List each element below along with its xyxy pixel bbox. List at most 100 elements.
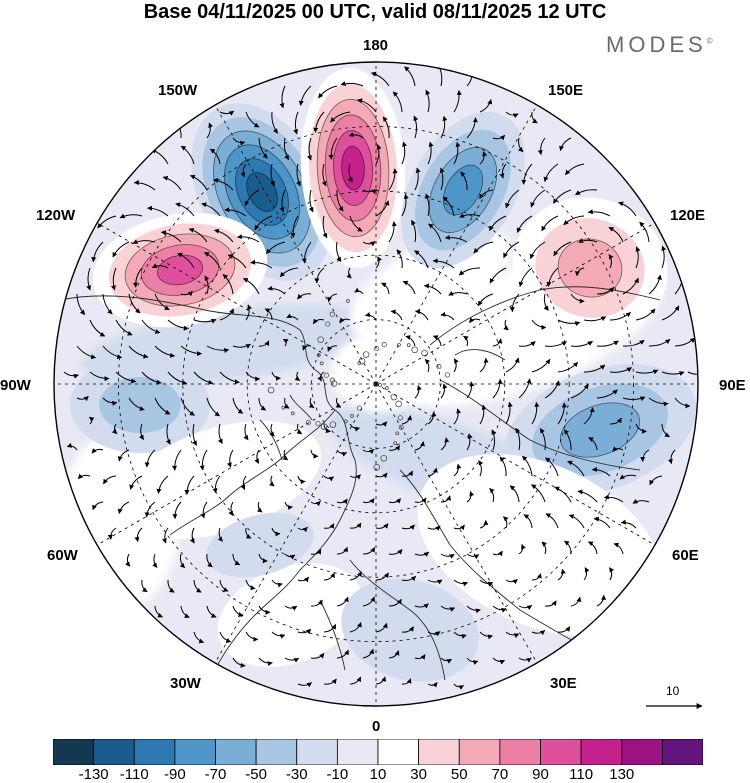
wind-arrow [568, 514, 585, 529]
wind-arrow [414, 167, 421, 191]
wind-arrow [132, 239, 156, 244]
wind-arrow [296, 163, 301, 187]
wind-arrow [144, 501, 156, 518]
wind-arrow [401, 678, 412, 685]
island [330, 380, 338, 387]
colorbar-swatch [53, 739, 95, 765]
wind-arrow [134, 527, 143, 542]
brand-text: MODES [606, 32, 707, 57]
island [380, 454, 388, 462]
wind-arrow [545, 513, 559, 529]
wind-arrow [154, 397, 171, 415]
wind-arrow [411, 219, 417, 243]
island [384, 386, 389, 390]
wind-arrow [167, 319, 189, 331]
wind-arrow [362, 189, 378, 195]
wind-arrow [516, 215, 533, 233]
wind-arrow [479, 189, 494, 200]
colorbar-tick-label: 90 [532, 766, 549, 783]
colorbar-swatch [133, 739, 176, 765]
wind-arrow [107, 527, 117, 540]
colorbar-tick-label: -90 [164, 766, 186, 783]
island [320, 423, 328, 430]
wind-arrow [279, 189, 286, 213]
island [329, 421, 337, 428]
wind-arrow [622, 339, 645, 347]
wind-arrow [362, 448, 375, 455]
coastline [214, 569, 301, 671]
wind-arrow [415, 309, 429, 321]
wind-arrow [453, 463, 462, 477]
wind-arrow [505, 578, 518, 585]
wind-arrow [543, 163, 559, 182]
wind-arrow [649, 475, 663, 486]
wind-arrow [635, 369, 659, 375]
wind-arrow [593, 516, 611, 529]
wind-arrow [117, 449, 130, 462]
wind-arrow [505, 631, 520, 638]
meridian [214, 104, 377, 385]
wind-arrow [460, 171, 468, 191]
wind-arrow [404, 66, 416, 87]
colorbar-swatch [580, 739, 623, 765]
wind-arrow [102, 293, 113, 315]
wind-arrow [245, 579, 256, 591]
wind-arrow [212, 475, 221, 494]
wind-arrow [620, 519, 637, 529]
wind-arrow [213, 228, 234, 243]
wind-arrow [232, 657, 246, 668]
wind-arrow [414, 250, 429, 269]
wind-arrow [179, 553, 186, 569]
wind-arrow [505, 401, 513, 425]
wind-arrow [297, 628, 312, 635]
wind-arrow [639, 221, 650, 243]
wind-arrow [206, 605, 217, 618]
wind-arrow [375, 572, 389, 581]
lon-label-60w: 60W [47, 547, 78, 564]
wind-arrow [244, 189, 260, 207]
wind-arrow [297, 293, 312, 300]
wind-arrow [180, 345, 203, 357]
wind-arrow [442, 196, 455, 217]
island [374, 346, 380, 352]
wind-arrow [557, 626, 571, 633]
polar-cap [332, 332, 428, 412]
wind-arrow [479, 579, 494, 587]
wind-arrow [453, 579, 469, 587]
wind-arrow [129, 475, 143, 490]
wind-arrow [232, 553, 241, 566]
coastline [439, 379, 641, 471]
wind-arrow [269, 475, 275, 487]
wind-arrow [588, 437, 598, 451]
wind-arrow [596, 594, 607, 607]
wind-arrow [209, 148, 221, 165]
wind-arrow [219, 371, 240, 385]
island [373, 464, 381, 471]
wind-arrow [414, 497, 427, 504]
wind-arrow [162, 175, 182, 191]
wind-arrow [577, 489, 598, 503]
wind-arrow [553, 189, 572, 204]
lon-label-150e: 150E [548, 82, 584, 99]
wind-arrow [518, 378, 532, 399]
meridian [96, 383, 377, 546]
wind-arrow [388, 650, 400, 659]
coastline [289, 394, 313, 421]
wind-arrow [388, 549, 403, 555]
wind-arrow [339, 317, 351, 323]
wind-arrow [362, 241, 376, 247]
wind-arrow [565, 163, 585, 176]
wind-arrow [232, 605, 244, 617]
wind-arrow [382, 116, 390, 139]
wind-arrow [141, 319, 161, 334]
wind-arrow [570, 596, 582, 607]
wind-arrow [635, 423, 647, 434]
wind-arrow [492, 657, 506, 665]
wind-arrow [388, 498, 401, 504]
wind-arrow [193, 371, 214, 385]
wind-arrow [245, 111, 260, 128]
island [357, 361, 362, 365]
wind-arrow [648, 274, 662, 295]
wind-arrow [232, 397, 244, 414]
wind-arrow [323, 423, 331, 434]
